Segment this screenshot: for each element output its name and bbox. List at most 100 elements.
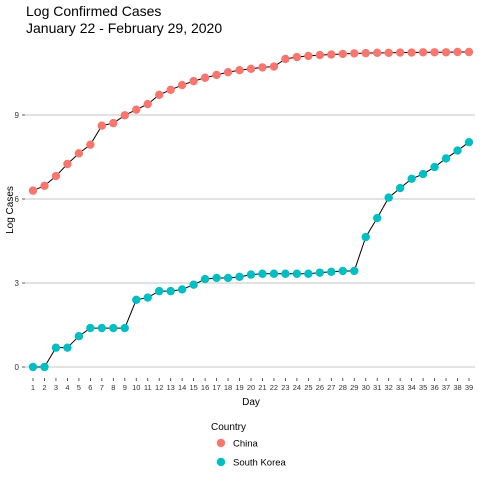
point-south-korea-21	[258, 269, 267, 278]
point-south-korea-25	[304, 269, 313, 278]
x-tick-label-20: 20	[247, 383, 255, 392]
legend-title: Country	[211, 422, 246, 433]
point-south-korea-18	[223, 273, 233, 283]
x-tick-label-35: 35	[419, 383, 427, 392]
legend-marker-china	[216, 438, 226, 448]
point-china-17	[212, 70, 221, 80]
point-china-29	[350, 49, 359, 58]
point-south-korea-39	[464, 137, 474, 147]
point-south-korea-15	[189, 280, 198, 289]
x-tick-label-16: 16	[201, 383, 209, 392]
x-tick-label-27: 27	[327, 383, 335, 392]
point-south-korea-9	[120, 323, 129, 333]
point-south-korea-19	[235, 272, 244, 282]
x-tick-label-24: 24	[293, 383, 301, 392]
point-china-33	[395, 48, 405, 57]
x-tick-label-6: 6	[88, 383, 92, 392]
point-china-35	[418, 48, 428, 57]
x-tick-label-5: 5	[77, 383, 81, 392]
point-china-4	[63, 159, 72, 169]
x-tick-label-8: 8	[111, 383, 115, 392]
point-south-korea-14	[177, 285, 187, 294]
point-south-korea-33	[395, 183, 405, 193]
point-south-korea-36	[430, 162, 439, 172]
x-tick-label-28: 28	[339, 383, 347, 392]
point-south-korea-29	[350, 266, 359, 276]
chart-title: Log Confirmed Cases	[26, 3, 161, 19]
point-china-26	[315, 50, 325, 60]
point-south-korea-20	[246, 270, 256, 279]
point-china-20	[246, 64, 256, 74]
x-tick-label-38: 38	[453, 383, 461, 392]
point-china-7	[97, 121, 107, 130]
x-tick-label-3: 3	[54, 383, 58, 392]
point-south-korea-30	[361, 232, 370, 242]
point-china-34	[407, 48, 416, 57]
point-china-37	[441, 48, 451, 57]
point-south-korea-23	[281, 269, 290, 278]
x-tick-label-21: 21	[258, 383, 266, 392]
x-axis-ticks: 1 2 3 4 5 6 7 8 9 10 11 12 13 14 15 16 17 18 19 20 21 22 23 24 2…	[31, 378, 473, 392]
legend-marker-south-korea	[216, 457, 226, 467]
point-south-korea-32	[384, 193, 393, 202]
point-china-18	[223, 67, 233, 77]
y-tick-label-6: 6	[15, 195, 20, 204]
point-south-korea-1	[28, 362, 38, 372]
point-south-korea-38	[453, 146, 462, 155]
series-line-south-korea	[33, 141, 470, 368]
point-china-25	[304, 51, 313, 61]
x-tick-label-12: 12	[155, 383, 163, 392]
x-tick-label-11: 11	[144, 383, 152, 392]
point-china-1	[28, 186, 38, 195]
point-china-10	[132, 105, 141, 114]
point-china-2	[40, 181, 49, 191]
point-south-korea-5	[74, 332, 84, 341]
x-axis-label: Day	[242, 397, 260, 408]
point-china-15	[189, 76, 198, 86]
point-china-24	[292, 52, 302, 62]
point-south-korea-6	[86, 323, 95, 333]
legend: China South Korea	[216, 438, 287, 469]
point-china-38	[453, 47, 462, 57]
point-china-32	[384, 48, 393, 58]
x-tick-label-10: 10	[132, 383, 140, 392]
series-points	[28, 47, 474, 372]
point-china-27	[327, 50, 336, 59]
point-south-korea-4	[63, 343, 72, 352]
point-china-13	[166, 85, 175, 95]
x-tick-label-18: 18	[224, 383, 232, 392]
point-south-korea-27	[327, 267, 336, 276]
point-china-12	[155, 90, 164, 100]
point-china-6	[86, 140, 95, 149]
point-china-9	[120, 111, 129, 120]
point-south-korea-35	[418, 169, 428, 179]
x-tick-label-26: 26	[316, 383, 324, 392]
point-south-korea-3	[51, 343, 61, 352]
point-china-11	[143, 99, 152, 109]
point-china-8	[109, 118, 118, 128]
point-china-28	[338, 49, 347, 59]
x-tick-label-30: 30	[362, 383, 370, 392]
point-south-korea-37	[441, 154, 451, 163]
x-tick-label-36: 36	[430, 383, 438, 392]
point-china-39	[464, 47, 474, 57]
point-south-korea-16	[200, 274, 210, 284]
x-tick-label-4: 4	[65, 383, 69, 392]
x-tick-label-17: 17	[212, 383, 220, 392]
point-china-30	[361, 48, 370, 58]
x-tick-label-13: 13	[167, 383, 175, 392]
legend-label-china: China	[233, 439, 259, 450]
x-tick-label-31: 31	[373, 383, 381, 392]
x-tick-label-9: 9	[123, 383, 127, 392]
point-south-korea-22	[269, 269, 279, 278]
y-tick-label-3: 3	[15, 279, 20, 288]
x-tick-label-22: 22	[270, 383, 278, 392]
point-china-31	[373, 48, 382, 58]
point-south-korea-8	[109, 323, 118, 333]
point-china-5	[74, 149, 84, 158]
point-south-korea-34	[407, 174, 416, 184]
y-axis-label: Log Cases	[5, 186, 16, 234]
x-tick-label-1: 1	[31, 383, 35, 392]
point-south-korea-7	[97, 323, 107, 333]
x-tick-label-23: 23	[281, 383, 289, 392]
